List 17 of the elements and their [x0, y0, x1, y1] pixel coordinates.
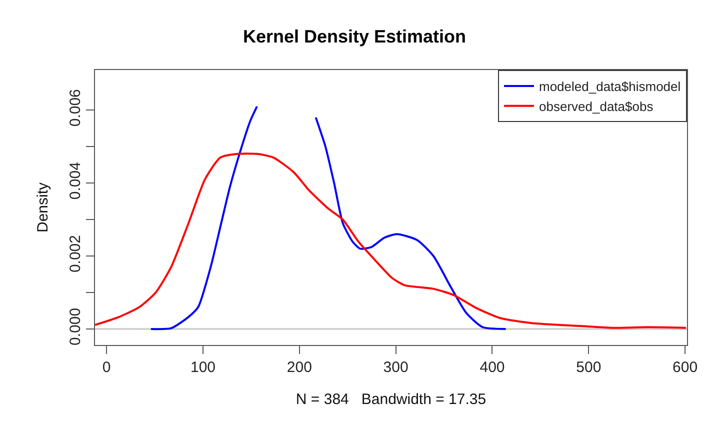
legend-label: observed_data$obs — [539, 98, 654, 114]
y-tick-label: 0.000 — [67, 308, 84, 346]
y-tick-label: 0.002 — [67, 234, 84, 273]
legend-label: modeled_data$hismodel — [539, 79, 681, 94]
x-tick-label: 600 — [672, 359, 698, 376]
x-tick-label: 400 — [480, 359, 505, 376]
chart-title: Kernel Density Estimation — [242, 26, 466, 46]
y-tick-label: 0.004 — [67, 162, 84, 200]
line-series — [95, 152, 687, 329]
x-tick-label: 300 — [383, 359, 408, 376]
x-tick-label: 200 — [286, 359, 312, 376]
x-axis-title: N = 384 Bandwidth = 17.35 — [296, 391, 486, 408]
y-axis-title: Density — [34, 182, 52, 233]
x-tick-label: 0 — [102, 359, 111, 376]
x-tick-label: 100 — [190, 359, 216, 376]
y-tick-label: 0.006 — [67, 89, 84, 127]
x-tick-label: 500 — [576, 359, 602, 376]
